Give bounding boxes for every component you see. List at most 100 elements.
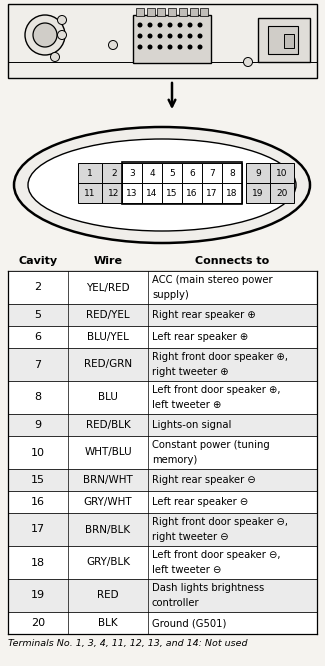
- Text: 4: 4: [149, 168, 155, 178]
- Text: 2: 2: [34, 282, 42, 292]
- Text: 16: 16: [186, 188, 198, 198]
- Text: right tweeter ⊖: right tweeter ⊖: [152, 531, 228, 541]
- Bar: [8, 326, 317, 348]
- Circle shape: [148, 45, 152, 49]
- Bar: [189, 8, 198, 16]
- Text: GRY/BLK: GRY/BLK: [86, 557, 130, 567]
- Text: supply): supply): [152, 290, 189, 300]
- Bar: [8, 546, 317, 579]
- Bar: [182, 163, 202, 183]
- Bar: [102, 183, 126, 203]
- Circle shape: [50, 53, 59, 61]
- Bar: [102, 163, 126, 183]
- Text: Dash lights brightness: Dash lights brightness: [152, 583, 264, 593]
- Text: 19: 19: [31, 591, 45, 601]
- Text: 9: 9: [255, 168, 261, 178]
- Text: Right rear speaker ⊖: Right rear speaker ⊖: [152, 475, 256, 485]
- Circle shape: [167, 33, 173, 39]
- Text: Left rear speaker ⊕: Left rear speaker ⊕: [152, 332, 248, 342]
- Text: Cavity: Cavity: [19, 256, 58, 266]
- Text: Wire: Wire: [94, 256, 123, 266]
- Text: YEL/RED: YEL/RED: [86, 282, 130, 292]
- Text: 18: 18: [31, 557, 45, 567]
- Circle shape: [177, 45, 183, 49]
- Bar: [8, 414, 317, 436]
- Text: left tweeter ⊕: left tweeter ⊕: [152, 400, 221, 410]
- Circle shape: [109, 41, 118, 49]
- Ellipse shape: [14, 127, 310, 243]
- Text: BLU/YEL: BLU/YEL: [87, 332, 129, 342]
- Bar: [8, 491, 317, 513]
- Bar: [284, 34, 294, 48]
- Bar: [200, 8, 208, 16]
- Bar: [142, 183, 162, 203]
- Text: 5: 5: [169, 168, 175, 178]
- Circle shape: [158, 23, 162, 27]
- Circle shape: [33, 23, 57, 47]
- Circle shape: [137, 45, 142, 49]
- Text: Ground (G501): Ground (G501): [152, 618, 227, 628]
- Circle shape: [25, 15, 65, 55]
- Text: 10: 10: [31, 448, 45, 458]
- Bar: [270, 163, 294, 183]
- Text: BRN/WHT: BRN/WHT: [83, 475, 133, 485]
- Text: memory): memory): [152, 455, 197, 465]
- Text: GRY/WHT: GRY/WHT: [84, 497, 132, 507]
- Text: 5: 5: [34, 310, 42, 320]
- Bar: [136, 8, 144, 16]
- Bar: [179, 8, 187, 16]
- Bar: [157, 8, 165, 16]
- Bar: [8, 271, 317, 304]
- Bar: [8, 381, 317, 414]
- Bar: [168, 8, 176, 16]
- Text: 20: 20: [276, 188, 288, 198]
- Text: 2: 2: [111, 168, 117, 178]
- Text: Constant power (tuning: Constant power (tuning: [152, 440, 270, 450]
- Text: 15: 15: [31, 475, 45, 485]
- Text: RED: RED: [97, 591, 119, 601]
- Bar: [122, 183, 142, 203]
- Bar: [182, 183, 202, 203]
- Text: 6: 6: [34, 332, 42, 342]
- Bar: [202, 163, 222, 183]
- Text: 17: 17: [31, 525, 45, 535]
- Text: Left front door speaker ⊕,: Left front door speaker ⊕,: [152, 385, 280, 395]
- Text: 6: 6: [189, 168, 195, 178]
- Circle shape: [137, 33, 142, 39]
- Text: 8: 8: [229, 168, 235, 178]
- Text: ACC (main stereo power: ACC (main stereo power: [152, 275, 273, 285]
- Text: Connects to: Connects to: [195, 256, 270, 266]
- Ellipse shape: [28, 139, 296, 231]
- Text: 13: 13: [126, 188, 138, 198]
- Text: BLU: BLU: [98, 392, 118, 402]
- Bar: [8, 612, 317, 634]
- Text: 1: 1: [87, 168, 93, 178]
- Text: Left front door speaker ⊖,: Left front door speaker ⊖,: [152, 550, 280, 560]
- Circle shape: [148, 33, 152, 39]
- Circle shape: [198, 23, 202, 27]
- Text: 17: 17: [206, 188, 218, 198]
- Text: 14: 14: [146, 188, 158, 198]
- Text: 19: 19: [252, 188, 264, 198]
- Bar: [8, 469, 317, 491]
- Circle shape: [177, 23, 183, 27]
- Text: 11: 11: [84, 188, 96, 198]
- Text: Left rear speaker ⊖: Left rear speaker ⊖: [152, 497, 248, 507]
- Circle shape: [167, 23, 173, 27]
- Bar: [246, 163, 270, 183]
- Bar: [147, 8, 154, 16]
- Text: WHT/BLU: WHT/BLU: [84, 448, 132, 458]
- Bar: [270, 183, 294, 203]
- Text: 15: 15: [166, 188, 178, 198]
- Circle shape: [198, 33, 202, 39]
- Text: 8: 8: [34, 392, 42, 402]
- Circle shape: [198, 45, 202, 49]
- Circle shape: [58, 31, 67, 39]
- Circle shape: [58, 15, 67, 25]
- Circle shape: [137, 23, 142, 27]
- Bar: [8, 304, 317, 326]
- Text: 7: 7: [209, 168, 215, 178]
- Text: controller: controller: [152, 598, 200, 608]
- Circle shape: [188, 45, 192, 49]
- Bar: [122, 162, 242, 204]
